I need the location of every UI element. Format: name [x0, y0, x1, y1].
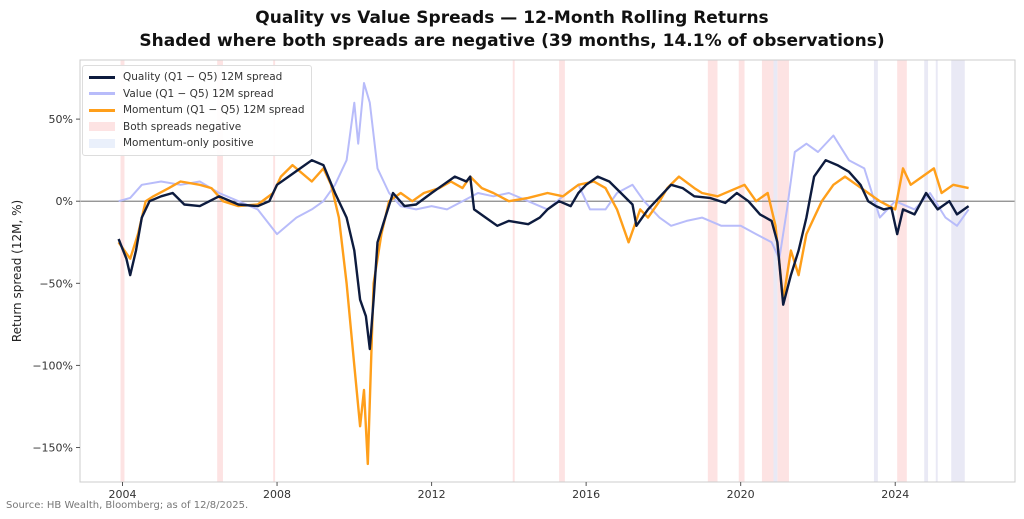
- source-note: Source: HB Wealth, Bloomberg; as of 12/8…: [6, 500, 249, 511]
- legend-swatch: [89, 138, 115, 148]
- x-tick-label: 2008: [263, 488, 291, 501]
- series-line-momentum: [117, 163, 969, 466]
- shade-momentum-only: [951, 60, 965, 482]
- x-tick-label: 2020: [727, 488, 755, 501]
- shade-momentum-only: [924, 60, 929, 482]
- legend-label: Value (Q1 − Q5) 12M spread: [123, 87, 274, 100]
- y-tick-label: −100%: [32, 359, 73, 372]
- shade-both-negative: [707, 60, 718, 482]
- legend-item-quality: Quality (Q1 − Q5) 12M spread: [89, 69, 305, 86]
- legend-item-momentum-only: Momentum-only positive: [89, 135, 305, 152]
- shade-momentum-only: [773, 60, 778, 482]
- x-tick-label: 2024: [881, 488, 909, 501]
- shade-both-negative: [559, 60, 565, 482]
- chart-title: Quality vs Value Spreads — 12-Month Roll…: [255, 8, 769, 28]
- y-tick-label: −150%: [32, 442, 73, 455]
- shade-both-negative: [273, 60, 276, 482]
- legend-label: Both spreads negative: [123, 120, 242, 133]
- shade-both-negative: [897, 60, 907, 482]
- legend: Quality (Q1 − Q5) 12M spread Value (Q1 −…: [82, 65, 312, 156]
- shade-both-negative: [777, 60, 789, 482]
- series-line-quality: [117, 159, 970, 351]
- x-tick-label: 2016: [572, 488, 600, 501]
- legend-item-momentum: Momentum (Q1 − Q5) 12M spread: [89, 102, 305, 119]
- plot-frame: [79, 59, 1016, 483]
- legend-swatch: [89, 122, 115, 132]
- legend-swatch: [89, 92, 115, 96]
- shade-both-negative: [761, 60, 774, 482]
- legend-label: Momentum (Q1 − Q5) 12M spread: [123, 104, 305, 117]
- x-tick-label: 2012: [418, 488, 446, 501]
- chart-subtitle: Shaded where both spreads are negative (…: [139, 31, 885, 51]
- y-axis-label: Return spread (12M, %): [10, 200, 24, 342]
- shade-both-negative: [217, 60, 223, 482]
- legend-item-both-negative: Both spreads negative: [89, 119, 305, 136]
- legend-label: Momentum-only positive: [123, 137, 254, 150]
- legend-swatch: [89, 108, 115, 112]
- shade-momentum-only: [935, 60, 938, 482]
- legend-label: Quality (Q1 − Q5) 12M spread: [123, 71, 283, 84]
- shade-both-negative: [120, 60, 125, 482]
- shade-both-negative: [512, 60, 515, 482]
- legend-item-value: Value (Q1 − Q5) 12M spread: [89, 86, 305, 103]
- shade-both-negative: [738, 60, 745, 482]
- y-tick-label: 0%: [56, 195, 73, 208]
- shade-momentum-only: [873, 60, 878, 482]
- y-tick-label: 50%: [49, 113, 73, 126]
- legend-swatch: [89, 75, 115, 79]
- x-tick-label: 2004: [109, 488, 137, 501]
- y-tick-label: −50%: [39, 277, 73, 290]
